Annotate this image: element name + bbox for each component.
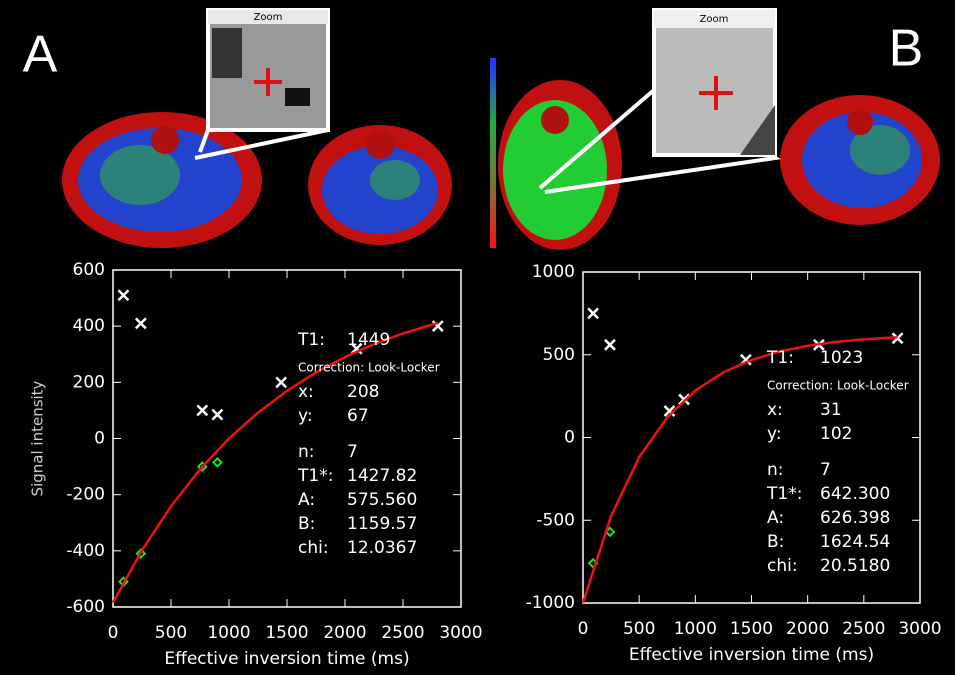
x-tick-label: 1500 (730, 619, 773, 639)
zoom-title: Zoom (700, 14, 729, 25)
y-tick-label: -1000 (526, 593, 575, 613)
x-tick-label: 0 (578, 619, 589, 639)
stat-value: 12.0367 (347, 538, 417, 558)
x-tick-label: 2000 (786, 619, 829, 639)
stat-value: 626.398 (820, 508, 890, 528)
x-tick-label: 500 (155, 623, 187, 643)
zoom-title: Zoom (254, 12, 283, 23)
stat-label: T1*: (766, 484, 802, 504)
stat-value: 31 (820, 400, 842, 420)
panel-label: A (23, 26, 58, 84)
x-tick-label: 3000 (898, 619, 941, 639)
stat-value: 7 (820, 460, 831, 480)
stat-label: n: (767, 460, 784, 480)
y-tick-label: 400 (73, 316, 105, 336)
y-tick-label: 0 (564, 428, 575, 448)
stat-value: 1449 (347, 330, 390, 350)
x-tick-label: 3000 (439, 623, 482, 643)
x-tick-label: 1000 (207, 623, 250, 643)
stat-label: y: (767, 424, 782, 444)
stat-label: Correction: Look-Locker (298, 361, 440, 375)
stat-value: 1624.54 (820, 532, 890, 552)
panel-label: B (889, 20, 924, 78)
x-tick-label: 500 (623, 619, 655, 639)
x-tick-label: 1500 (265, 623, 308, 643)
stat-label: chi: (298, 538, 329, 558)
stat-label: B: (767, 532, 784, 552)
stat-label: y: (298, 406, 313, 426)
stat-label: chi: (767, 556, 798, 576)
stat-value: 7 (347, 442, 358, 462)
figure: AZoomBZoom050010001500200025003000-600-4… (0, 0, 955, 675)
stat-label: x: (767, 400, 783, 420)
stat-value: 1023 (820, 348, 863, 368)
y-tick-label: 500 (543, 345, 575, 365)
x-tick-label: 2000 (323, 623, 366, 643)
y-axis-label: Signal intensity (29, 380, 47, 496)
x-tick-label: 0 (108, 623, 119, 643)
stat-label: n: (298, 442, 315, 462)
y-tick-label: 1000 (532, 262, 575, 282)
x-tick-label: 1000 (674, 619, 717, 639)
x-tick-label: 2500 (381, 623, 424, 643)
stat-value: 208 (347, 382, 379, 402)
stat-label: T1*: (297, 466, 333, 486)
stat-value: 642.300 (820, 484, 890, 504)
stat-label: x: (298, 382, 314, 402)
y-tick-label: -500 (536, 510, 575, 530)
stat-label: A: (767, 508, 784, 528)
background (0, 0, 955, 675)
y-tick-label: -200 (66, 485, 105, 505)
x-axis-label: Effective inversion time (ms) (164, 649, 409, 669)
stat-label: T1: (766, 348, 794, 368)
stat-value: 102 (820, 424, 852, 444)
stat-value: 1159.57 (347, 514, 417, 534)
y-tick-label: -400 (66, 541, 105, 561)
x-axis-label: Effective inversion time (ms) (629, 645, 874, 665)
y-tick-label: 600 (73, 260, 105, 280)
y-tick-label: 0 (94, 429, 105, 449)
stat-label: B: (298, 514, 315, 534)
stat-label: A: (298, 490, 315, 510)
stat-label: Correction: Look-Locker (767, 379, 909, 393)
stat-value: 20.5180 (820, 556, 890, 576)
y-tick-label: -600 (66, 597, 105, 617)
stat-value: 1427.82 (347, 466, 417, 486)
y-tick-label: 200 (73, 372, 105, 392)
stat-value: 67 (347, 406, 369, 426)
stat-label: T1: (297, 330, 325, 350)
stat-value: 575.560 (347, 490, 417, 510)
x-tick-label: 2500 (842, 619, 885, 639)
